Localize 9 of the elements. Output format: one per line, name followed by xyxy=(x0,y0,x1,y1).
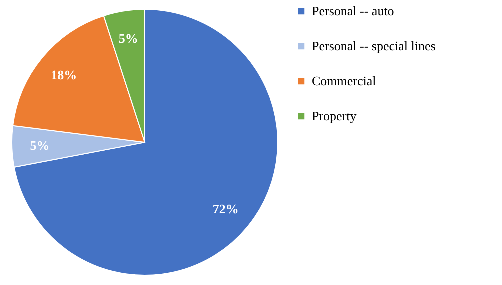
data-label: 72% xyxy=(212,201,239,216)
legend-label: Personal -- auto xyxy=(312,4,394,18)
legend-label: Commercial xyxy=(312,74,377,88)
data-label: 5% xyxy=(118,30,138,46)
legend-label: Personal -- special lines xyxy=(312,38,436,54)
data-label: 18% xyxy=(51,68,78,83)
pie-slice xyxy=(14,9,278,276)
legend-label: Property xyxy=(312,108,358,124)
data-label: 5% xyxy=(30,138,50,153)
